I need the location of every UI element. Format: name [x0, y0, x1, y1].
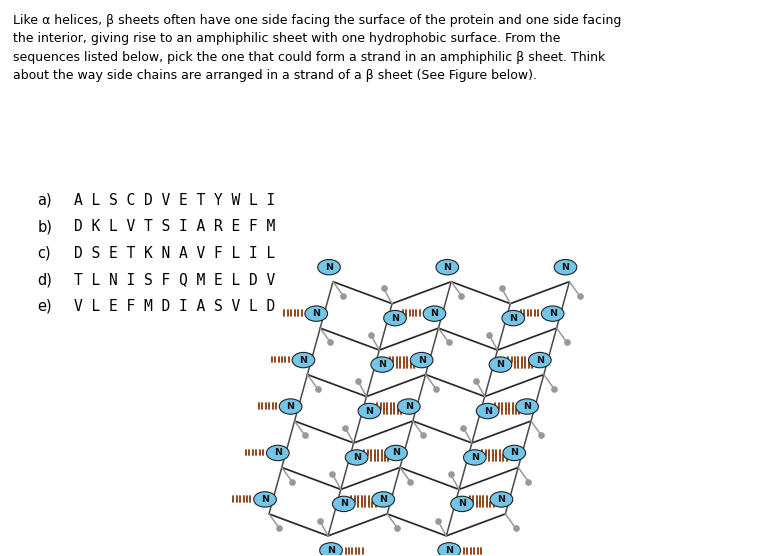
Text: N: N [366, 406, 373, 415]
Text: N: N [299, 356, 308, 365]
Text: V L E F M D I A S V L D: V L E F M D I A S V L D [74, 299, 275, 314]
Ellipse shape [319, 543, 342, 556]
Ellipse shape [476, 403, 499, 419]
Text: Like α helices, β sheets often have one side facing the surface of the protein a: Like α helices, β sheets often have one … [13, 14, 621, 82]
Text: N: N [484, 406, 492, 415]
Text: d): d) [38, 272, 52, 287]
Ellipse shape [541, 306, 564, 321]
Ellipse shape [292, 353, 315, 368]
Text: N: N [549, 309, 557, 318]
Ellipse shape [436, 260, 459, 275]
Ellipse shape [318, 260, 341, 275]
Text: c): c) [38, 246, 51, 261]
Text: N: N [352, 453, 361, 462]
Text: N: N [417, 356, 426, 365]
Ellipse shape [384, 445, 407, 461]
Text: N: N [496, 360, 504, 369]
Text: N: N [536, 356, 544, 365]
Ellipse shape [398, 399, 420, 414]
Text: T L N I S F Q M E L D V: T L N I S F Q M E L D V [74, 272, 275, 287]
Text: e): e) [38, 299, 52, 314]
Text: N: N [287, 402, 294, 411]
Ellipse shape [371, 357, 394, 373]
Text: N: N [325, 262, 333, 272]
Text: b): b) [38, 219, 52, 234]
Text: a): a) [38, 193, 52, 208]
Text: D K L V T S I A R E F M: D K L V T S I A R E F M [74, 219, 275, 234]
Ellipse shape [372, 492, 395, 507]
Text: N: N [312, 309, 320, 318]
Text: N: N [391, 314, 399, 322]
Text: N: N [431, 309, 438, 318]
Text: N: N [511, 449, 518, 458]
Ellipse shape [464, 450, 486, 465]
Ellipse shape [503, 445, 525, 461]
Ellipse shape [516, 399, 539, 414]
Text: N: N [261, 495, 269, 504]
Ellipse shape [410, 353, 433, 368]
Ellipse shape [266, 445, 289, 461]
Text: N: N [471, 453, 479, 462]
Ellipse shape [451, 496, 474, 512]
Text: N: N [446, 546, 453, 555]
Ellipse shape [305, 306, 327, 321]
Ellipse shape [345, 450, 368, 465]
Text: N: N [458, 499, 466, 508]
Ellipse shape [529, 353, 551, 368]
Text: N: N [392, 449, 400, 458]
Text: N: N [379, 495, 388, 504]
Ellipse shape [423, 306, 446, 321]
Text: N: N [405, 402, 413, 411]
Ellipse shape [438, 543, 460, 556]
Text: A L S C D V E T Y W L I: A L S C D V E T Y W L I [74, 193, 275, 208]
Ellipse shape [254, 492, 276, 507]
Ellipse shape [489, 357, 512, 373]
Text: N: N [274, 449, 282, 458]
Text: N: N [340, 499, 348, 508]
Text: N: N [561, 262, 569, 272]
Text: N: N [509, 314, 518, 322]
Text: D S E T K N A V F L I L: D S E T K N A V F L I L [74, 246, 275, 261]
Ellipse shape [280, 399, 302, 414]
Ellipse shape [333, 496, 355, 512]
Ellipse shape [490, 492, 513, 507]
Text: N: N [327, 546, 335, 555]
Ellipse shape [358, 403, 381, 419]
Text: N: N [523, 402, 531, 411]
Text: N: N [378, 360, 386, 369]
Text: N: N [497, 495, 506, 504]
Text: N: N [443, 262, 451, 272]
Ellipse shape [502, 310, 525, 326]
Ellipse shape [554, 260, 577, 275]
Ellipse shape [384, 310, 406, 326]
